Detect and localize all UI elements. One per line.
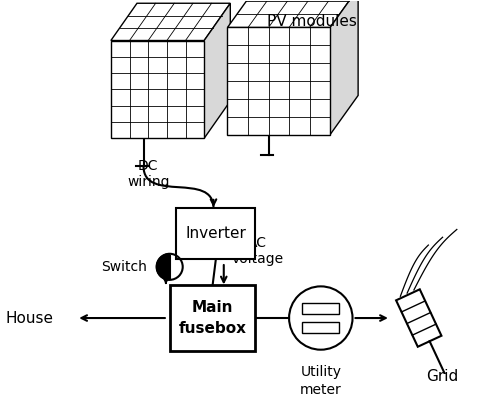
Polygon shape bbox=[330, 0, 358, 134]
Text: Switch: Switch bbox=[101, 260, 147, 274]
Text: AC
voltage: AC voltage bbox=[231, 236, 283, 266]
Polygon shape bbox=[111, 40, 204, 138]
Polygon shape bbox=[156, 254, 170, 280]
Polygon shape bbox=[176, 208, 255, 259]
Polygon shape bbox=[227, 0, 358, 28]
Polygon shape bbox=[302, 322, 339, 333]
Polygon shape bbox=[170, 286, 255, 351]
Text: House: House bbox=[5, 310, 53, 326]
Polygon shape bbox=[111, 3, 230, 40]
Text: PV modules: PV modules bbox=[267, 14, 356, 30]
Text: Utility
meter: Utility meter bbox=[300, 364, 341, 397]
Polygon shape bbox=[227, 28, 330, 134]
Text: Inverter: Inverter bbox=[185, 226, 246, 241]
Polygon shape bbox=[396, 289, 441, 347]
Text: Grid: Grid bbox=[426, 369, 458, 384]
Polygon shape bbox=[204, 3, 230, 138]
Polygon shape bbox=[302, 303, 339, 314]
Text: DC
wiring: DC wiring bbox=[127, 158, 169, 189]
Text: Main
fusebox: Main fusebox bbox=[179, 300, 246, 336]
